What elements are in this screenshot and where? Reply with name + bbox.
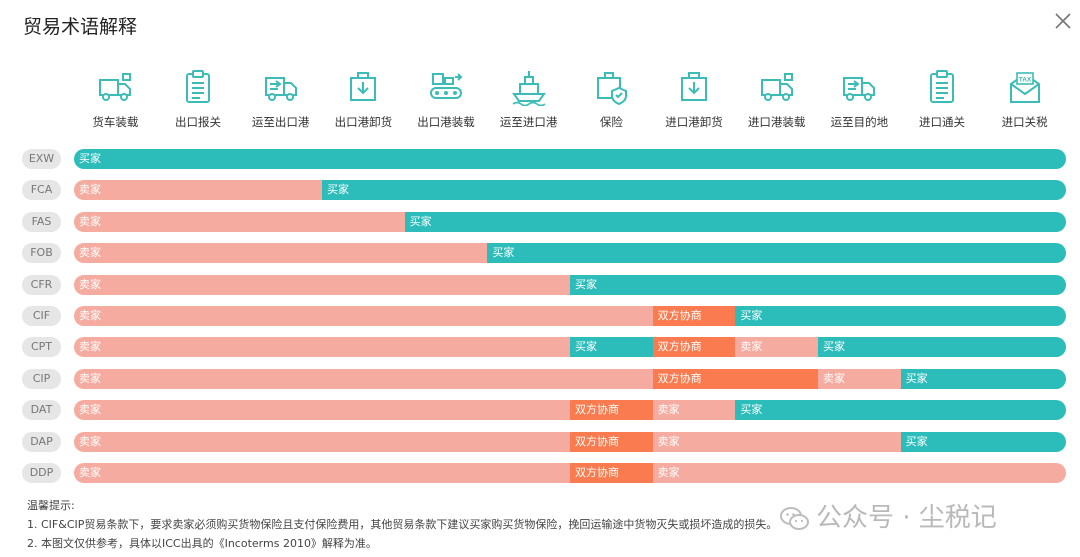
term-bar-cfr: 卖家 买家 [74, 274, 1066, 295]
term-bar-fca: 卖家 买家 [74, 180, 1066, 201]
segment-seller: 卖家 [74, 243, 489, 264]
segment-seller: 卖家 [74, 431, 571, 452]
segment-buyer: 买家 [570, 274, 1066, 295]
step-label: 保险 [599, 115, 623, 129]
segment-buyer: 买家 [74, 149, 1066, 169]
insured-box-icon [597, 72, 628, 106]
conveyor-icon [430, 73, 463, 99]
truck-loading-icon [99, 73, 132, 101]
segment-seller: 卖家 [652, 463, 1066, 483]
segment-seller: 卖家 [735, 337, 819, 358]
segment-buyer: 买家 [404, 211, 1066, 232]
clipboard-icon [186, 70, 210, 103]
step-label: 运至出口港 [251, 115, 310, 129]
clipboard-icon [930, 70, 954, 103]
segment-seller: 卖家 [74, 337, 571, 358]
delivery-truck-icon [264, 77, 297, 101]
term-bar-ddp: 卖家 双方协商 卖家 [74, 463, 1066, 483]
step-8: 进口港卸货 [653, 68, 735, 130]
box-unload-icon [350, 72, 377, 101]
segment-buyer: 买家 [735, 400, 1066, 421]
term-ddp[interactable]: DDP [22, 463, 61, 483]
step-label: 进口港卸货 [665, 115, 723, 129]
term-fca[interactable]: FCA [22, 180, 61, 201]
box-unload-icon [681, 72, 707, 101]
term-cif[interactable]: CIF [22, 306, 61, 326]
step-4: 出口港卸货 [322, 68, 404, 130]
step-9: 进口港装载 [736, 68, 818, 130]
step-7: 保险 [570, 68, 652, 130]
segment-negotiate: 双方协商 [652, 368, 819, 389]
segment-seller: 卖家 [652, 400, 737, 421]
segment-seller: 卖家 [74, 274, 571, 295]
step-label: 进口通关 [919, 115, 965, 129]
page-title: 贸易术语解释 [23, 16, 138, 38]
tax-envelope-icon: TAX [1009, 72, 1040, 103]
step-3: 运至出口港 [240, 68, 322, 130]
step-label: 进口关税 [1001, 115, 1048, 129]
step-10: 运至目的地 [818, 68, 900, 130]
step-1: 货车装载 [74, 68, 156, 130]
term-bar-dap: 卖家 双方协商 卖家 买家 [74, 431, 1066, 452]
wechat-icon [780, 507, 809, 530]
notes-heading: 温馨提示: [27, 499, 75, 512]
step-label: 运至进口港 [499, 115, 558, 129]
segment-seller: 卖家 [74, 180, 323, 201]
term-fas[interactable]: FAS [22, 211, 61, 232]
segment-seller: 卖家 [818, 368, 902, 389]
segment-buyer: 买家 [487, 243, 1066, 264]
note-line-1: 1. CIF&CIP贸易条款下，要求卖家必须购买货物保险且支付保险费用，其他贸易… [27, 518, 778, 531]
step-12: TAX 进口关税 [984, 68, 1066, 130]
term-dat[interactable]: DAT [22, 400, 61, 421]
term-bar-cpt: 卖家 买家 双方协商 卖家 买家 [74, 337, 1066, 358]
segment-seller: 卖家 [652, 431, 902, 452]
segment-negotiate: 双方协商 [570, 400, 654, 421]
term-fob[interactable]: FOB [22, 243, 61, 264]
svg-text:TAX: TAX [1018, 77, 1031, 84]
term-cip[interactable]: CIP [22, 368, 61, 389]
segment-seller: 卖家 [74, 368, 654, 389]
term-bar-cif: 卖家 双方协商 买家 [74, 306, 1066, 326]
step-label: 进口港装载 [747, 115, 806, 129]
note-line-2: 2. 本图文仅供参考，具体以ICC出具的《Incoterms 2010》解释为准… [27, 537, 377, 550]
segment-buyer: 买家 [818, 337, 1066, 358]
ship-icon [511, 71, 546, 106]
term-bar-dat: 卖家 双方协商 卖家 买家 [74, 400, 1066, 421]
segment-buyer: 买家 [322, 180, 1066, 201]
delivery-truck-icon [843, 77, 876, 101]
segment-buyer: 买家 [570, 337, 654, 358]
segment-buyer: 买家 [900, 368, 1066, 389]
step-2: 出口报关 [157, 68, 239, 130]
term-exw[interactable]: EXW [22, 149, 61, 169]
segment-seller: 卖家 [74, 400, 571, 421]
term-dap[interactable]: DAP [22, 431, 61, 452]
watermark-text: 公众号 · 尘税记 [816, 503, 997, 533]
step-label: 出口港装载 [417, 115, 475, 129]
step-label: 出口报关 [175, 115, 221, 129]
step-6: 运至进口港 [488, 68, 570, 130]
segment-buyer: 买家 [900, 431, 1066, 452]
step-label: 出口港卸货 [334, 115, 393, 129]
segment-negotiate: 双方协商 [652, 306, 737, 326]
step-5: 出口港装载 [405, 68, 487, 130]
term-bar-fas: 卖家 买家 [74, 211, 1066, 232]
term-bar-exw: 买家 [74, 149, 1066, 169]
segment-negotiate: 双方协商 [652, 337, 737, 358]
term-bar-cip: 卖家 双方协商 卖家 买家 [74, 368, 1066, 389]
step-label: 运至目的地 [830, 115, 889, 129]
segment-seller: 卖家 [74, 463, 571, 483]
step-11: 进口通关 [901, 68, 983, 130]
watermark: 公众号 · 尘税记 [780, 497, 997, 534]
truck-loading-icon [760, 73, 793, 101]
segment-negotiate: 双方协商 [570, 463, 654, 483]
segment-seller: 卖家 [74, 306, 654, 326]
segment-negotiate: 双方协商 [570, 431, 654, 452]
close-icon[interactable] [1052, 10, 1074, 32]
segment-buyer: 买家 [735, 306, 1066, 326]
step-label: 货车装载 [92, 115, 139, 129]
term-cpt[interactable]: CPT [22, 337, 61, 358]
segment-seller: 卖家 [74, 211, 406, 232]
term-cfr[interactable]: CFR [22, 274, 61, 295]
term-bar-fob: 卖家 买家 [74, 243, 1066, 264]
